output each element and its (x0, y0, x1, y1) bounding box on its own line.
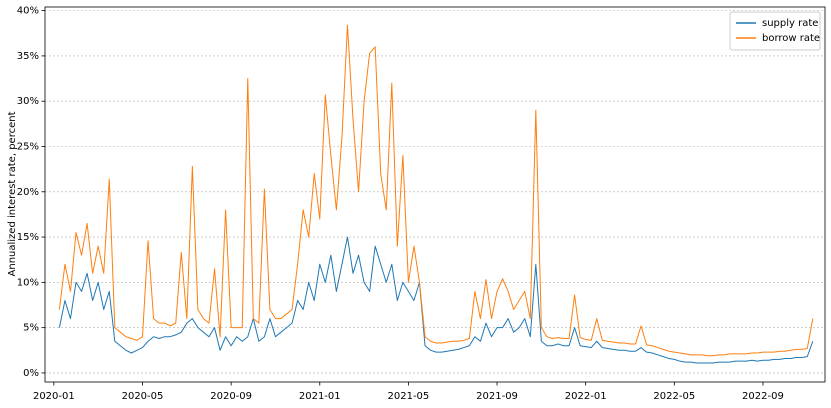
legend-box (729, 11, 821, 51)
x-tick-label: 2020-01 (33, 391, 75, 402)
x-tick-label: 2021-01 (299, 391, 341, 402)
y-tick-label: 0% (23, 368, 39, 379)
y-tick-label: 5% (23, 323, 39, 334)
series-line (58, 236, 814, 364)
x-tick-label: 2021-05 (388, 391, 430, 402)
y-tick-label: 15% (17, 232, 39, 243)
x-tick-label: 2022-09 (742, 391, 784, 402)
x-tick-label: 2022-05 (653, 391, 695, 402)
y-tick-label: 40% (17, 6, 39, 17)
y-tick-label: 20% (17, 187, 39, 198)
y-tick-label: 30% (17, 96, 39, 107)
x-tick-label: 2020-05 (122, 391, 164, 402)
legend-label: borrow rate (762, 33, 820, 44)
y-tick-label: 25% (17, 141, 39, 152)
series-line (58, 24, 814, 357)
x-tick-label: 2021-09 (476, 391, 518, 402)
y-tick-label: 10% (17, 277, 39, 288)
plot-frame (44, 6, 826, 383)
x-tick-label: 2022-01 (565, 391, 607, 402)
y-tick-label: 35% (17, 51, 39, 62)
x-tick-label: 2020-09 (210, 391, 252, 402)
y-axis-label: Annualized interest rate, percent (7, 111, 18, 276)
legend-label: supply rate (762, 18, 818, 29)
